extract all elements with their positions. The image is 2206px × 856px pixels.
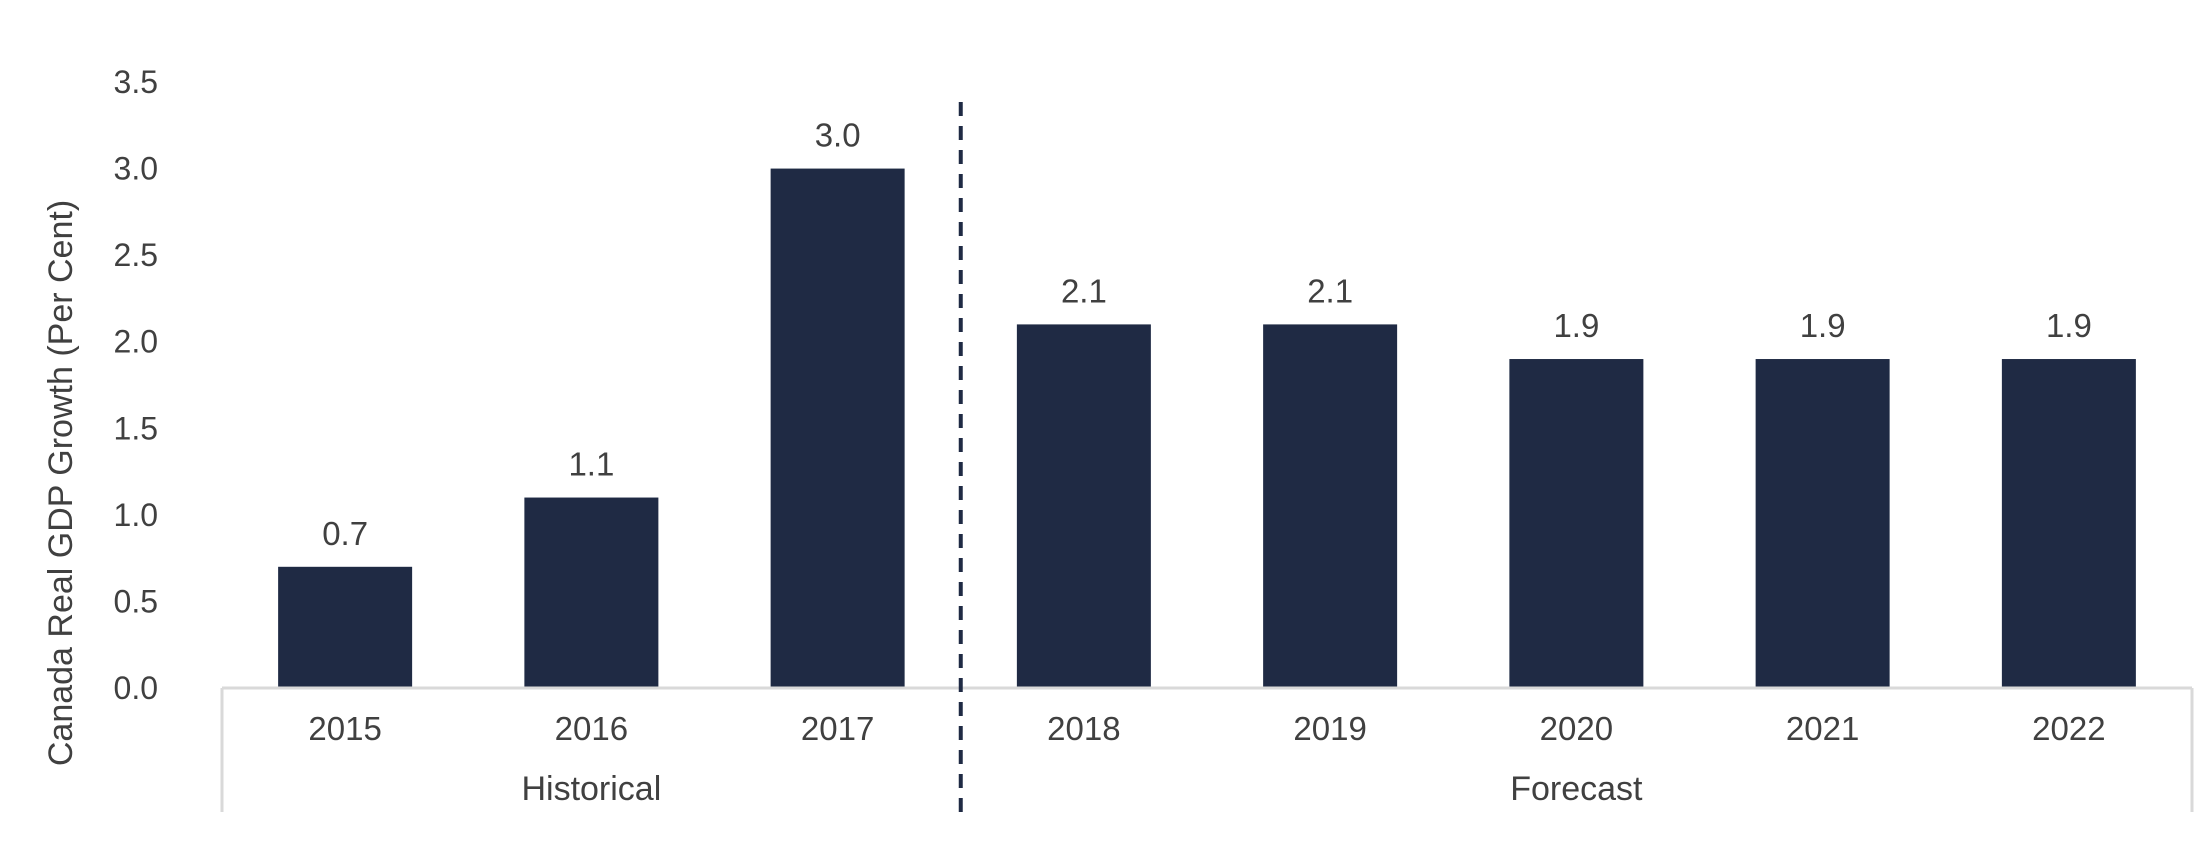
- y-tick-label: 0.5: [114, 583, 158, 619]
- bars: [278, 168, 2136, 689]
- category-label-2022: 2022: [2032, 710, 2105, 747]
- data-label-2015: 0.7: [322, 515, 368, 552]
- category-label-2019: 2019: [1293, 710, 1366, 747]
- bar-2016: [524, 497, 659, 688]
- data-label-2020: 1.9: [1553, 307, 1599, 344]
- y-tick-label: 3.5: [114, 64, 158, 100]
- y-tick-label: 0.0: [114, 670, 158, 706]
- category-label-2017: 2017: [801, 710, 874, 747]
- y-tick-label: 2.5: [114, 237, 158, 273]
- bar-2017: [770, 168, 905, 689]
- data-label-2022: 1.9: [2046, 307, 2092, 344]
- data-label-2021: 1.9: [1800, 307, 1846, 344]
- y-tick-label: 2.0: [114, 324, 158, 360]
- y-tick-label: 1.5: [114, 410, 158, 446]
- bar-2020: [1509, 359, 1644, 688]
- category-label-2016: 2016: [555, 710, 628, 747]
- bar-2015: [278, 566, 413, 688]
- bar-2019: [1263, 324, 1398, 688]
- y-axis-ticks: 0.0 0.5 1.0 1.5 2.0 2.5 3.0 3.5: [114, 64, 158, 706]
- y-axis-title: Canada Real GDP Growth (Per Cent): [42, 200, 80, 766]
- data-label-2016: 1.1: [568, 446, 614, 483]
- category-axis: [220, 102, 2194, 816]
- bar-2022: [2001, 359, 2136, 688]
- bar-2021: [1755, 359, 1890, 688]
- category-label-2020: 2020: [1540, 710, 1613, 747]
- group-label-historical: Historical: [521, 770, 661, 808]
- group-labels: Historical Forecast: [521, 770, 1643, 808]
- y-tick-label: 1.0: [114, 497, 158, 533]
- category-label-2021: 2021: [1786, 710, 1859, 747]
- bar-2018: [1016, 324, 1151, 688]
- data-label-2019: 2.1: [1307, 272, 1353, 309]
- group-label-forecast: Forecast: [1510, 770, 1643, 808]
- category-label-2015: 2015: [308, 710, 381, 747]
- category-label-2018: 2018: [1047, 710, 1120, 747]
- y-tick-label: 3.0: [114, 151, 158, 187]
- category-labels: 2015 2016 2017 2018 2019 2020 2021 2022: [308, 710, 2105, 747]
- data-labels: 0.7 1.1 3.0 2.1 2.1 1.9 1.9 1.9: [322, 117, 2092, 552]
- data-label-2018: 2.1: [1061, 272, 1107, 309]
- data-label-2017: 3.0: [815, 117, 861, 154]
